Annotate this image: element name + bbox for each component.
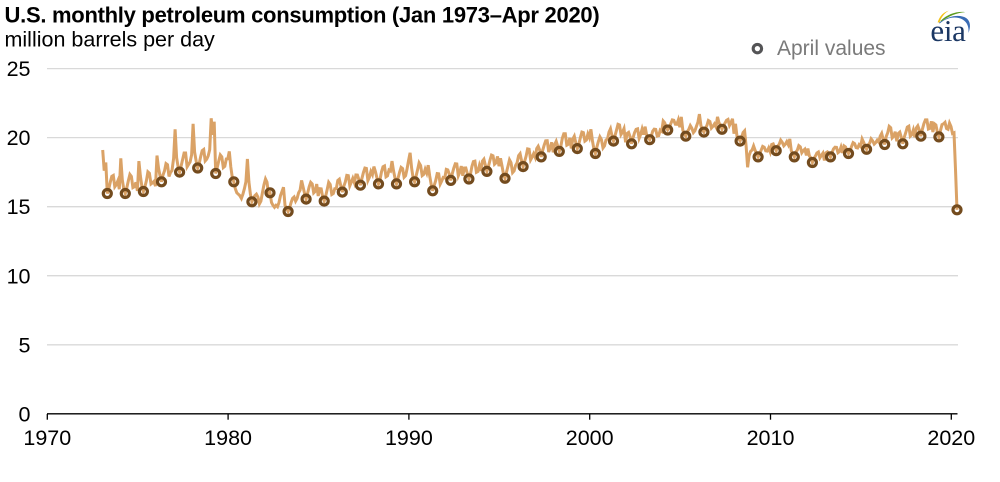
- svg-text:0: 0: [19, 402, 31, 426]
- svg-text:5: 5: [19, 333, 31, 357]
- svg-text:U.S. monthly petroleum consump: U.S. monthly petroleum consumption (Jan …: [5, 3, 600, 28]
- svg-text:10: 10: [7, 264, 31, 288]
- svg-text:2020: 2020: [927, 426, 975, 450]
- svg-text:eia: eia: [930, 13, 966, 48]
- svg-text:2000: 2000: [566, 426, 614, 450]
- svg-text:April values: April values: [777, 37, 886, 60]
- svg-text:1970: 1970: [23, 426, 71, 450]
- svg-text:20: 20: [7, 126, 31, 150]
- svg-text:15: 15: [7, 195, 31, 219]
- svg-text:1980: 1980: [204, 426, 252, 450]
- svg-text:1990: 1990: [385, 426, 433, 450]
- svg-text:million barrels per day: million barrels per day: [5, 27, 216, 51]
- svg-text:2010: 2010: [747, 426, 795, 450]
- svg-text:25: 25: [7, 57, 31, 81]
